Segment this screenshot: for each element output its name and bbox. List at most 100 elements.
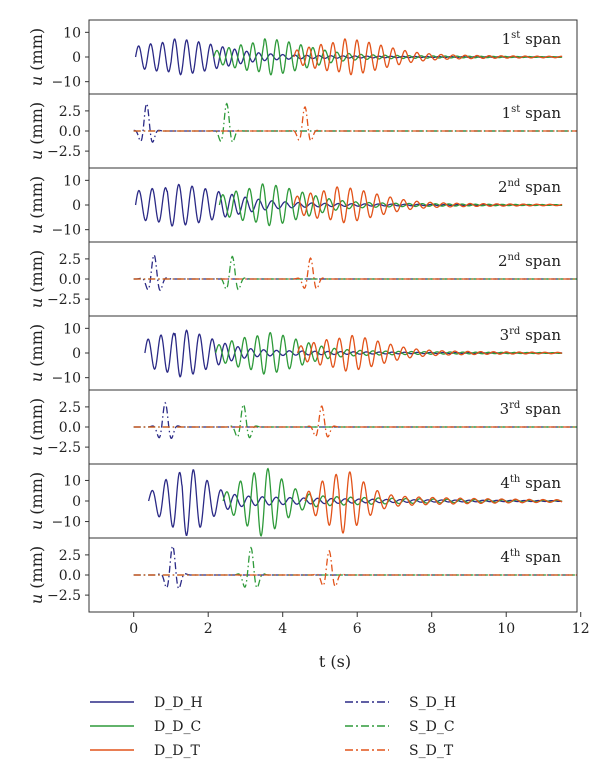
y-tick-label: 2.5: [59, 400, 81, 416]
y-tick-label: 10: [63, 173, 81, 189]
y-axis-label: u (mm): [27, 398, 46, 456]
y-tick-label: 0: [72, 50, 81, 66]
y-tick-label: 10: [63, 321, 81, 337]
x-axis-label: t (s): [319, 652, 351, 671]
y-tick-label: 0.0: [59, 124, 81, 140]
span-label: 3rd span: [500, 400, 562, 418]
series-s-d-t: [133, 106, 577, 142]
y-tick-label: −2.5: [47, 144, 81, 160]
y-axis-label: u (mm): [27, 102, 46, 160]
y-tick-label: 10: [63, 473, 81, 489]
panel-6-series: [133, 401, 577, 439]
series-d-d-c: [218, 183, 563, 227]
y-tick-label: 2.5: [59, 252, 81, 268]
x-tick-label: 4: [278, 621, 287, 637]
panel-3: 10 0 −10 u (mm) 2nd span: [27, 167, 578, 243]
y-tick-label: −2.5: [47, 440, 81, 456]
y-axis-label-unit: (mm): [27, 102, 46, 145]
span-label: 4th span: [500, 548, 561, 566]
y-axis-label: u (mm): [27, 324, 46, 382]
panel-4-series: [133, 254, 577, 292]
series-d-d-h: [134, 183, 563, 227]
panel-7: 10 0 −10 u (mm) 4th span: [27, 463, 578, 539]
y-axis-label: u (mm): [27, 28, 46, 86]
y-axis-label: u (mm): [27, 546, 46, 604]
y-tick-label: −10: [51, 371, 81, 387]
legend-item-s-d-h: S_D_H: [345, 695, 456, 711]
panel-5-series: [144, 329, 563, 378]
series-d-d-t: [293, 186, 563, 224]
panel-8: 2.5 0.0 −2.5u (mm) 4th span: [27, 537, 578, 613]
span-label: 2nd span: [498, 178, 561, 196]
legend: D_D_H S_D_H D_D_C S_D_C D_D_T S_D_T: [90, 695, 456, 759]
y-axis-label-unit: (mm): [27, 250, 46, 293]
legend-item-d-d-c: D_D_C: [90, 719, 201, 735]
legend-item-s-d-t: S_D_T: [345, 743, 454, 759]
panel-3-series: [134, 183, 563, 227]
x-tick-label: 0: [129, 621, 138, 637]
panel-7-series: [147, 467, 563, 537]
panel-4: 2.5 0.0 −2.5u (mm) 2nd span: [27, 241, 578, 317]
series-s-d-t: [133, 257, 577, 290]
y-tick-label: 0.0: [59, 568, 81, 584]
y-axis-label-symbol: u: [27, 293, 46, 308]
series-d-d-t: [293, 38, 563, 76]
series-s-d-t: [133, 549, 577, 588]
legend-item-d-d-h: D_D_H: [90, 695, 203, 711]
y-tick-label: 0: [72, 346, 81, 362]
legend-label: S_D_C: [409, 719, 455, 735]
y-axis-label: u (mm): [27, 472, 46, 530]
series-d-d-t: [304, 471, 563, 534]
panel-2-series: [133, 102, 577, 143]
span-label: 4th span: [500, 474, 561, 492]
span-label: 1st span: [502, 104, 562, 122]
legend-label: D_D_H: [154, 695, 203, 711]
panel-1-series: [134, 38, 563, 76]
y-axis-label-symbol: u: [27, 367, 46, 382]
y-axis-label-unit: (mm): [27, 472, 46, 515]
y-tick-label: 2.5: [59, 104, 81, 120]
y-tick-label: −10: [51, 223, 81, 239]
legend-item-d-d-t: D_D_T: [90, 743, 200, 759]
y-axis-label-unit: (mm): [27, 28, 46, 71]
span-label: 2nd span: [498, 252, 561, 270]
y-tick-label: −2.5: [47, 588, 81, 604]
span-label: 3rd span: [500, 326, 562, 344]
y-axis-label-symbol: u: [27, 515, 46, 530]
legend-label: D_D_T: [154, 743, 200, 759]
y-axis-label-symbol: u: [27, 219, 46, 234]
x-tick-label: 2: [204, 621, 213, 637]
y-axis-label: u (mm): [27, 250, 46, 308]
y-axis-label-symbol: u: [27, 145, 46, 160]
y-tick-label: 0: [72, 494, 81, 510]
panel-6: 2.5 0.0 −2.5u (mm) 3rd span: [27, 389, 578, 465]
y-tick-label: −10: [51, 75, 81, 91]
y-axis-label-symbol: u: [27, 71, 46, 86]
shared-x-axis: 0 2 4 6 8 10 12: [129, 612, 590, 637]
panel-5: 10 0 −10 u (mm) 3rd span: [27, 315, 578, 391]
y-axis-label-unit: (mm): [27, 546, 46, 589]
x-tick-label: 10: [497, 621, 515, 637]
y-axis-label-unit: (mm): [27, 398, 46, 441]
panel-8-series: [133, 544, 577, 590]
panel-2: 2.5 0.0 −2.5u (mm) 1st span: [27, 93, 578, 169]
y-axis-label-unit: (mm): [27, 176, 46, 219]
x-tick-label: 8: [427, 621, 436, 637]
y-tick-label: 10: [63, 25, 81, 41]
legend-item-s-d-c: S_D_C: [345, 719, 455, 735]
y-axis-label-unit: (mm): [27, 324, 46, 367]
span-label: 1st span: [502, 30, 562, 48]
panel-1: 10 0 −10 u (mm) 1st span: [27, 19, 578, 95]
y-tick-label: −2.5: [47, 292, 81, 308]
y-axis-label-symbol: u: [27, 441, 46, 456]
series-s-d-t: [133, 405, 577, 438]
series-d-d-t: [296, 334, 563, 372]
y-tick-label: 0.0: [59, 420, 81, 436]
legend-label: S_D_H: [409, 695, 456, 711]
y-axis-label: u (mm): [27, 176, 46, 234]
y-tick-label: −10: [51, 515, 81, 531]
legend-label: D_D_C: [154, 719, 201, 735]
x-tick-label: 12: [572, 621, 590, 637]
